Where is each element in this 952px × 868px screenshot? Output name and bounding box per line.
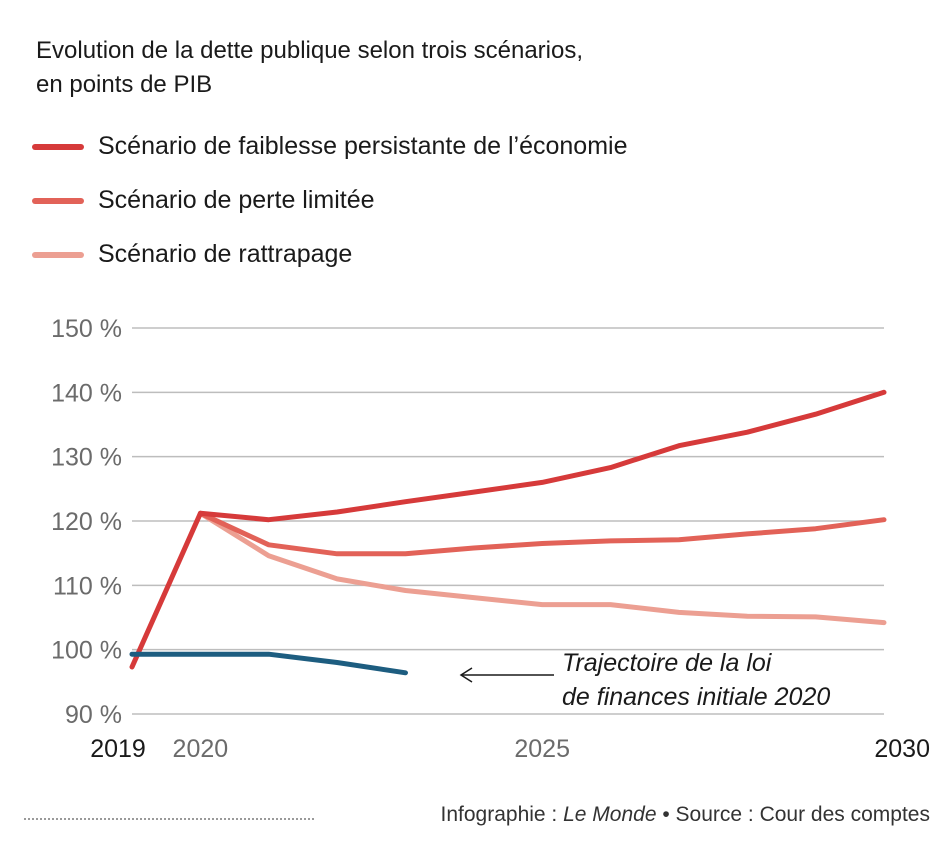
chart-title: Evolution de la dette publique selon tro…	[36, 34, 736, 102]
y-tick-label: 110 %	[53, 572, 122, 600]
series-line	[197, 510, 887, 626]
legend-label-perte: Scénario de perte limitée	[98, 186, 375, 214]
footer-infographie-source: Le Monde	[563, 803, 657, 826]
y-tick-label: 150 %	[51, 315, 122, 343]
series-line	[197, 510, 887, 557]
legend-swatch-faiblesse	[32, 144, 84, 150]
legend-label-faiblesse: Scénario de faiblesse persistante de l’é…	[98, 132, 628, 160]
annotation-loi-finances: Trajectoire de la loi de finances initia…	[562, 646, 830, 714]
annotation-line-2: de finances initiale 2020	[562, 683, 831, 711]
annotation-arrow-head	[459, 667, 473, 683]
title-line-1: Evolution de la dette publique selon tro…	[36, 37, 584, 64]
footer-source: • Source : Cour des comptes	[656, 803, 930, 826]
y-tick-label: 140 %	[51, 379, 122, 407]
footer-credits: Infographie : Le Monde • Source : Cour d…	[441, 800, 930, 830]
title-line-2: en points de PIB	[36, 71, 213, 98]
x-tick-label: 2020	[173, 735, 229, 763]
y-tick-label: 90 %	[65, 701, 122, 729]
legend-swatch-rattrapage	[32, 252, 84, 258]
x-tick-label: 2030	[874, 735, 930, 763]
x-tick-label: 2025	[514, 735, 570, 763]
y-tick-label: 100 %	[51, 637, 122, 665]
footer-infographie-label: Infographie :	[440, 803, 564, 826]
series-line	[129, 389, 887, 670]
footer-divider	[24, 818, 314, 820]
y-tick-label: 130 %	[51, 444, 122, 472]
legend-swatch-perte	[32, 198, 84, 204]
y-tick-label: 120 %	[51, 508, 122, 536]
x-tick-label: 2019	[90, 735, 146, 763]
series-line	[129, 651, 408, 676]
legend-label-rattrapage: Scénario de rattrapage	[98, 240, 353, 268]
annotation-line-1: Trajectoire de la loi	[562, 649, 772, 677]
